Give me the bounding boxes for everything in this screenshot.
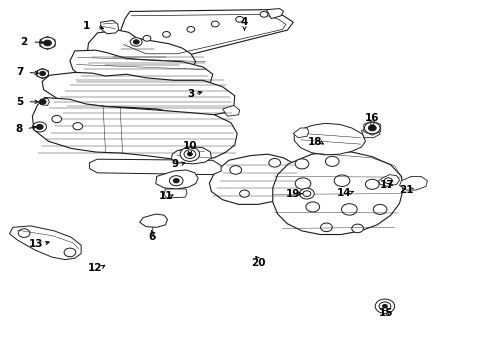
Text: 13: 13 bbox=[28, 239, 43, 249]
Polygon shape bbox=[42, 72, 234, 116]
Polygon shape bbox=[9, 226, 81, 260]
Text: 21: 21 bbox=[398, 185, 413, 195]
Circle shape bbox=[384, 178, 391, 184]
Circle shape bbox=[33, 122, 46, 132]
Circle shape bbox=[162, 32, 170, 37]
Polygon shape bbox=[171, 147, 211, 164]
Polygon shape bbox=[378, 175, 399, 186]
Polygon shape bbox=[361, 128, 379, 138]
Polygon shape bbox=[294, 123, 365, 155]
Polygon shape bbox=[70, 50, 212, 90]
Text: 12: 12 bbox=[87, 263, 102, 273]
Circle shape bbox=[299, 188, 314, 199]
Text: 20: 20 bbox=[250, 258, 265, 268]
Text: 8: 8 bbox=[16, 124, 23, 134]
Polygon shape bbox=[266, 9, 283, 19]
Circle shape bbox=[37, 69, 48, 78]
Circle shape bbox=[372, 204, 386, 215]
Circle shape bbox=[211, 21, 219, 27]
Circle shape bbox=[367, 125, 375, 131]
Circle shape bbox=[169, 176, 183, 186]
Circle shape bbox=[260, 12, 267, 17]
Text: 10: 10 bbox=[182, 141, 197, 151]
Polygon shape bbox=[222, 105, 239, 116]
Circle shape bbox=[187, 152, 192, 156]
Text: 17: 17 bbox=[379, 180, 393, 190]
Circle shape bbox=[305, 202, 319, 212]
Circle shape bbox=[333, 175, 349, 186]
Text: 7: 7 bbox=[17, 67, 24, 77]
Circle shape bbox=[180, 147, 199, 161]
Text: 6: 6 bbox=[148, 232, 155, 242]
Circle shape bbox=[239, 190, 249, 197]
Circle shape bbox=[295, 159, 308, 169]
Text: 9: 9 bbox=[171, 159, 179, 169]
Circle shape bbox=[36, 125, 43, 130]
Polygon shape bbox=[156, 170, 198, 189]
Text: 15: 15 bbox=[378, 309, 392, 318]
Circle shape bbox=[303, 191, 310, 197]
Text: 2: 2 bbox=[20, 37, 28, 47]
Circle shape bbox=[365, 179, 378, 189]
Circle shape bbox=[40, 71, 45, 76]
Polygon shape bbox=[272, 152, 402, 234]
Polygon shape bbox=[399, 176, 427, 190]
Circle shape bbox=[39, 99, 46, 104]
Circle shape bbox=[183, 150, 195, 158]
Polygon shape bbox=[37, 68, 48, 78]
Circle shape bbox=[18, 229, 30, 237]
Text: 3: 3 bbox=[187, 89, 194, 99]
Circle shape bbox=[40, 37, 55, 49]
Polygon shape bbox=[41, 98, 49, 105]
Circle shape bbox=[320, 223, 331, 231]
Polygon shape bbox=[140, 214, 167, 227]
Text: 19: 19 bbox=[285, 189, 300, 199]
Polygon shape bbox=[293, 128, 308, 138]
Text: 16: 16 bbox=[364, 113, 379, 123]
Circle shape bbox=[268, 158, 280, 167]
Text: 4: 4 bbox=[240, 17, 248, 27]
Circle shape bbox=[235, 17, 243, 22]
Polygon shape bbox=[363, 121, 380, 135]
Circle shape bbox=[364, 122, 379, 134]
Circle shape bbox=[64, 248, 76, 257]
Polygon shape bbox=[87, 30, 195, 74]
Polygon shape bbox=[118, 10, 293, 58]
Circle shape bbox=[173, 179, 179, 183]
Polygon shape bbox=[163, 189, 186, 198]
Circle shape bbox=[229, 166, 241, 174]
Text: 11: 11 bbox=[159, 191, 173, 201]
Circle shape bbox=[378, 302, 390, 311]
Circle shape bbox=[130, 38, 142, 46]
Text: 1: 1 bbox=[82, 21, 89, 31]
Text: 18: 18 bbox=[307, 138, 321, 147]
Polygon shape bbox=[89, 159, 221, 175]
Polygon shape bbox=[101, 21, 119, 34]
Circle shape bbox=[325, 156, 338, 166]
Circle shape bbox=[43, 40, 51, 46]
Circle shape bbox=[374, 299, 394, 314]
Circle shape bbox=[133, 40, 139, 44]
Text: 5: 5 bbox=[17, 97, 24, 107]
Circle shape bbox=[351, 224, 363, 233]
Polygon shape bbox=[40, 37, 55, 49]
Polygon shape bbox=[209, 154, 304, 204]
Polygon shape bbox=[32, 98, 237, 160]
Circle shape bbox=[341, 204, 356, 215]
Circle shape bbox=[73, 123, 82, 130]
Circle shape bbox=[143, 36, 151, 41]
Circle shape bbox=[295, 178, 310, 189]
Circle shape bbox=[186, 27, 194, 32]
Circle shape bbox=[382, 305, 386, 308]
Circle shape bbox=[52, 116, 61, 123]
Text: 14: 14 bbox=[336, 188, 351, 198]
